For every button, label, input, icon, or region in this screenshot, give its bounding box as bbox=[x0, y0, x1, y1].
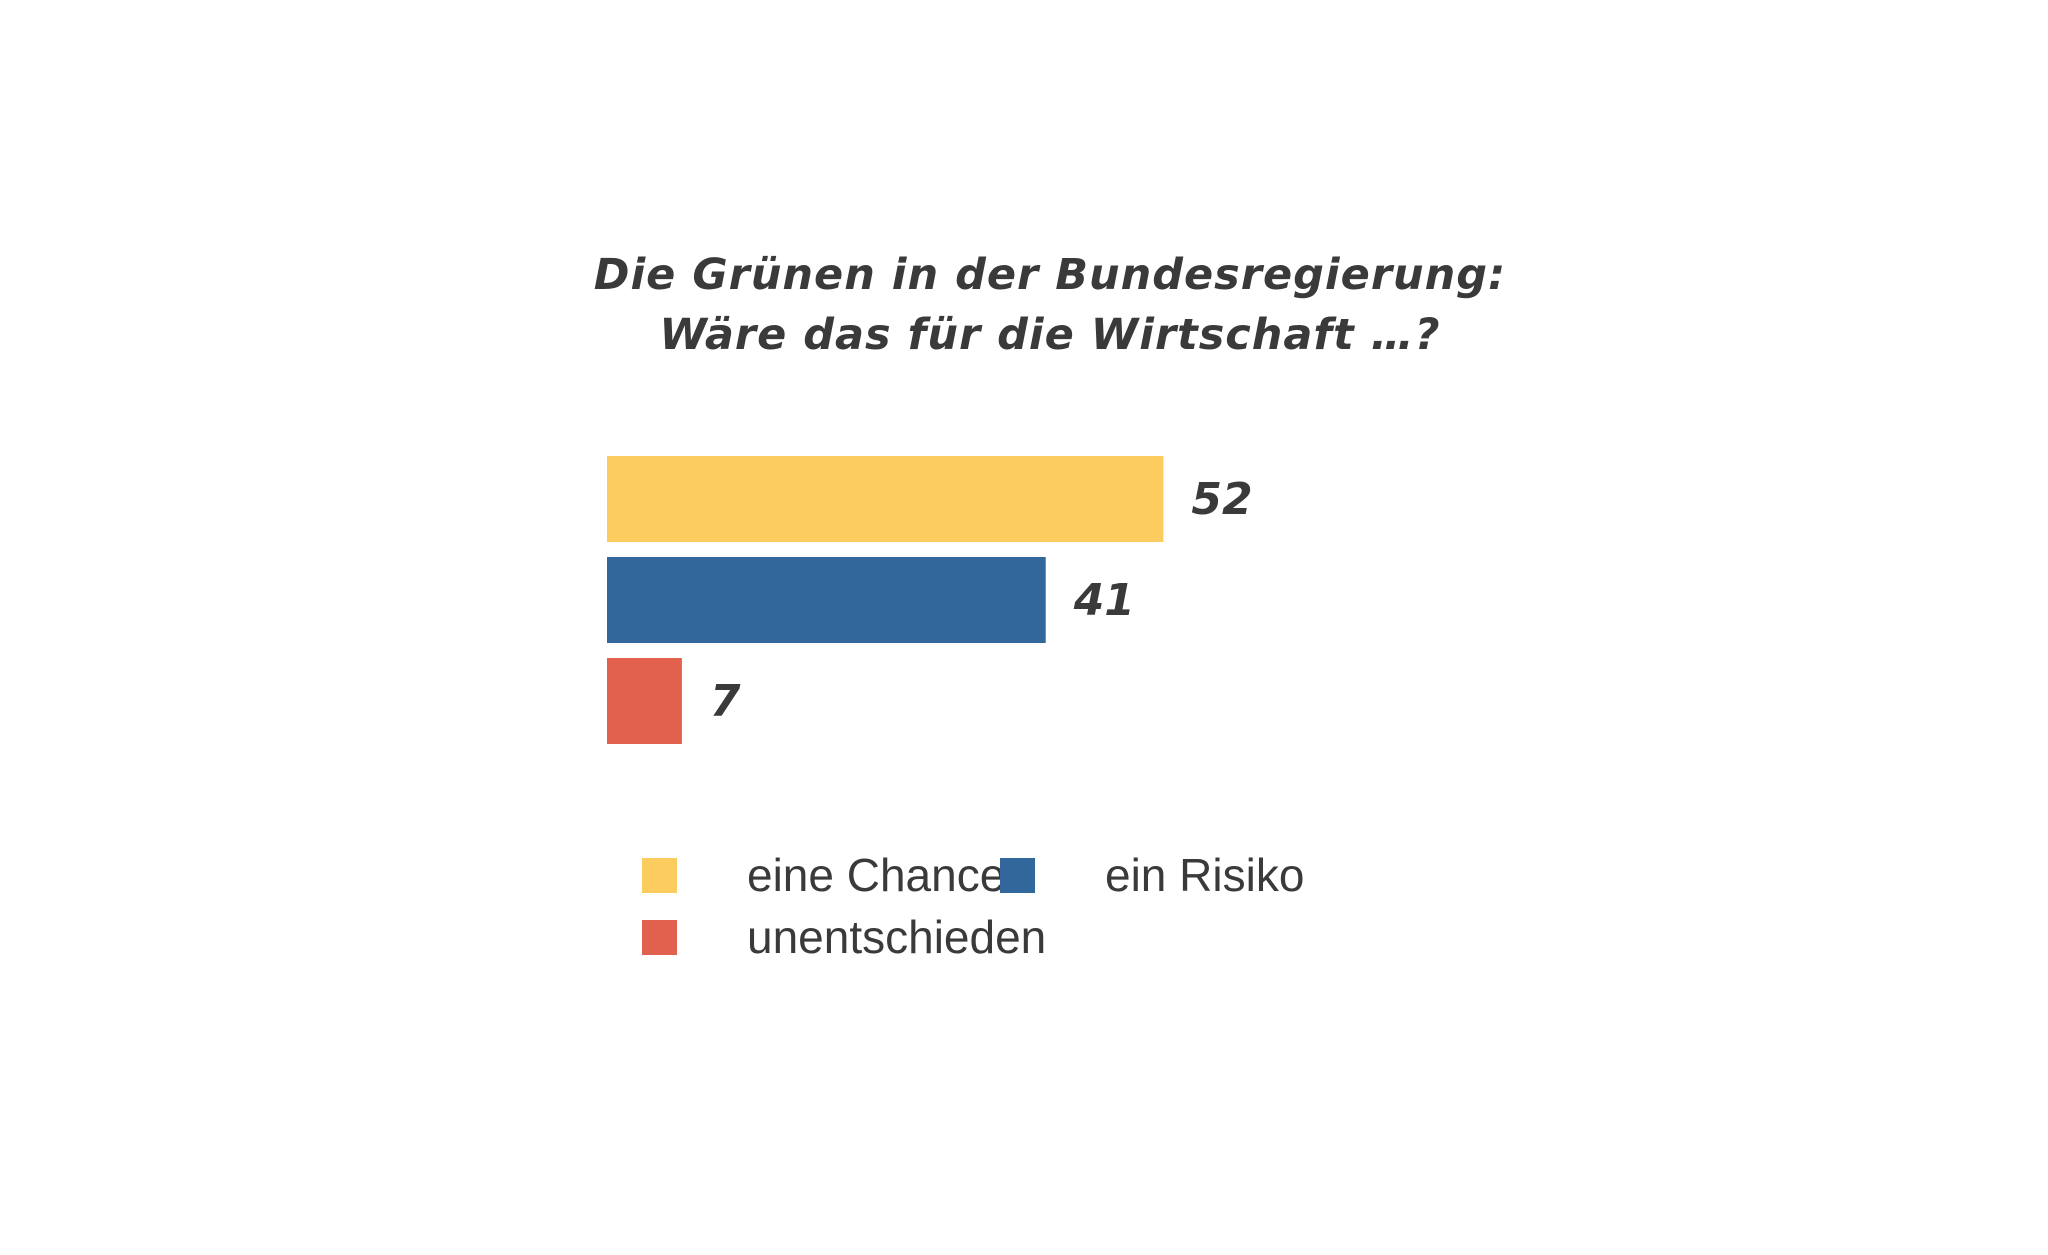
legend-swatch-chance bbox=[642, 857, 677, 893]
legend-swatch-risiko bbox=[1000, 857, 1035, 893]
data-label-unentschieden: 7 bbox=[710, 676, 741, 727]
legend-label-risiko: ein Risiko bbox=[1105, 849, 1305, 901]
bar-unentschieden bbox=[607, 658, 682, 744]
legend-swatch-unentschieden bbox=[642, 919, 677, 955]
data-label-risiko: 41 bbox=[1073, 575, 1135, 626]
legend-label-chance: eine Chance bbox=[747, 849, 1006, 901]
data-label-chance: 52 bbox=[1191, 474, 1252, 525]
bar-chance bbox=[607, 456, 1164, 542]
bar-risiko bbox=[607, 557, 1046, 643]
legend-label-unentschieden: unentschieden bbox=[747, 911, 1047, 963]
legend-item-risiko: ein Risiko bbox=[1000, 849, 1305, 901]
legend-item-chance: eine Chance bbox=[642, 849, 1006, 901]
chart-title-line-2: Wäre das für die Wirtschaft …? bbox=[659, 310, 1441, 360]
chart-title-line-1: Die Grünen in der Bundesregierung: bbox=[593, 250, 1507, 300]
legend-item-unentschieden: unentschieden bbox=[642, 911, 1047, 963]
